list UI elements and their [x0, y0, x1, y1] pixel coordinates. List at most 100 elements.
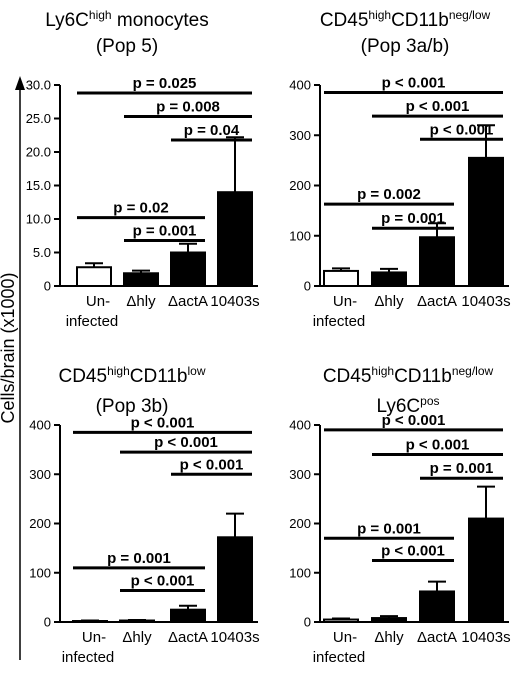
x-category-label: infected [313, 313, 366, 330]
chart-title-segment: Ly6C [45, 10, 89, 31]
p-value-label: p < 0.001 [430, 121, 494, 138]
y-tick-label: 300 [289, 128, 311, 143]
y-tick-label: 100 [289, 228, 311, 243]
panel-pop-3ab: CD45highCD11bneg/low (Pop 3a/b) 0 100 200 300… [289, 8, 510, 330]
p-value-label: p = 0.02 [113, 200, 168, 217]
chart-title-superscript: neg/low [449, 8, 491, 22]
bar [170, 251, 206, 287]
x-category-label: infected [66, 313, 119, 330]
panel-ly6c-high-monocytes: Ly6Chigh monocytes (Pop 5) 0 5.0 10.0 15.0 20.… [26, 8, 260, 330]
p-value-label: p = 0.001 [357, 520, 421, 537]
y-tick-label: 0 [44, 279, 51, 294]
p-value-label: p = 0.001 [430, 460, 494, 477]
y-tick-label: 5.0 [33, 245, 51, 260]
p-value-label: p < 0.001 [406, 98, 470, 115]
bar [323, 618, 359, 623]
panel-ly6c-pos: CD45highCD11bneg/low Ly6Cpos 0 100 200 300 400… [289, 364, 510, 666]
chart-title-segment: CD11b [394, 366, 452, 387]
y-tick-label: 0 [304, 279, 311, 294]
shared-y-axis-label: Cells/brain (x1000) [0, 272, 18, 423]
chart-title-segment: CD11b [130, 366, 188, 387]
bar [119, 619, 155, 624]
x-category-label: ΔactA [417, 629, 457, 646]
shared-y-axis: Cells/brain (x1000) [0, 76, 25, 660]
p-value-label: p < 0.001 [154, 434, 218, 451]
chart-title-segment: monocytes [112, 10, 209, 31]
p-value-label: p = 0.001 [133, 222, 197, 239]
p-value-label: p < 0.001 [381, 542, 445, 559]
p-value-label: p = 0.001 [107, 550, 171, 567]
p-value-label: p < 0.001 [131, 414, 195, 431]
y-tick-label: 100 [29, 565, 51, 580]
bar [123, 272, 159, 287]
x-category-label: 10403s [210, 293, 259, 310]
chart-title-line: CD45highCD11bneg/low [323, 364, 494, 387]
y-tick-label: 200 [289, 516, 311, 531]
y-tick-label: 30.0 [26, 78, 51, 93]
bar [170, 608, 206, 623]
x-category-label: infected [313, 649, 366, 666]
y-tick-label: 400 [289, 78, 311, 93]
y-tick-label: 200 [29, 516, 51, 531]
chart-title-superscript: high [368, 8, 391, 22]
chart-title-line: CD45highCD11blow [58, 364, 205, 387]
bar [323, 269, 359, 287]
chart-title-line: (Pop 3b) [96, 396, 169, 417]
y-tick-label: 200 [289, 178, 311, 193]
chart-title-superscript: high [89, 8, 112, 22]
x-category-label: Un- [333, 293, 357, 310]
x-category-label: 10403s [210, 629, 259, 646]
p-value-label: p = 0.001 [381, 210, 445, 227]
x-category-label: ΔactA [168, 629, 208, 646]
chart-title-segment: (Pop 5) [96, 36, 158, 57]
chart-title-superscript: pos [420, 394, 439, 408]
x-category-label: Δhly [374, 629, 404, 646]
chart-title-segment: Ly6C [376, 396, 420, 417]
p-value-label: p < 0.001 [406, 437, 470, 454]
chart-title-line: CD45highCD11bneg/low [320, 8, 491, 31]
p-value-label: p = 0.025 [133, 75, 197, 92]
chart-title-segment: CD11b [391, 10, 449, 31]
bar [419, 590, 455, 624]
y-tick-label: 20.0 [26, 145, 51, 160]
p-value-label: p = 0.008 [156, 98, 220, 115]
chart-title-line: (Pop 5) [96, 36, 158, 57]
p-value-label: p = 0.002 [357, 186, 421, 203]
x-category-label: infected [62, 649, 115, 666]
chart-title-superscript: high [371, 364, 394, 378]
x-category-label: ΔactA [417, 293, 457, 310]
y-tick-label: 300 [289, 467, 311, 482]
y-tick-label: 0 [44, 615, 51, 630]
bar [217, 191, 253, 287]
bar [76, 266, 112, 287]
chart-title-segment: CD45 [58, 366, 107, 387]
chart-title-segment: (Pop 3a/b) [361, 36, 450, 57]
y-tick-label: 10.0 [26, 212, 51, 227]
p-value-label: p = 0.04 [184, 122, 240, 139]
y-tick-label: 400 [289, 418, 311, 433]
y-tick-label: 25.0 [26, 111, 51, 126]
bar [468, 517, 504, 624]
x-category-label: Δhly [126, 293, 156, 310]
x-category-label: Un- [86, 293, 110, 310]
x-category-label: Δhly [122, 629, 152, 646]
chart-title-line: (Pop 3a/b) [361, 36, 450, 57]
bar [371, 617, 407, 623]
panel-pop-3b: CD45highCD11blow (Pop 3b) 0 100 200 300 400 Un-… [29, 364, 259, 666]
bar [371, 271, 407, 287]
bar [468, 156, 504, 287]
x-category-label: Un- [82, 629, 106, 646]
y-tick-label: 400 [29, 418, 51, 433]
x-category-label: 10403s [461, 293, 510, 310]
y-tick-label: 15.0 [26, 178, 51, 193]
bar [217, 536, 253, 623]
y-tick-label: 100 [289, 565, 311, 580]
chart-title-segment: CD45 [323, 366, 372, 387]
x-category-label: 10403s [461, 629, 510, 646]
chart-title-line: Ly6Cpos [376, 394, 439, 417]
x-category-label: Δhly [374, 293, 404, 310]
chart-title-superscript: low [187, 364, 205, 378]
x-category-label: Un- [333, 629, 357, 646]
bar [72, 620, 108, 624]
